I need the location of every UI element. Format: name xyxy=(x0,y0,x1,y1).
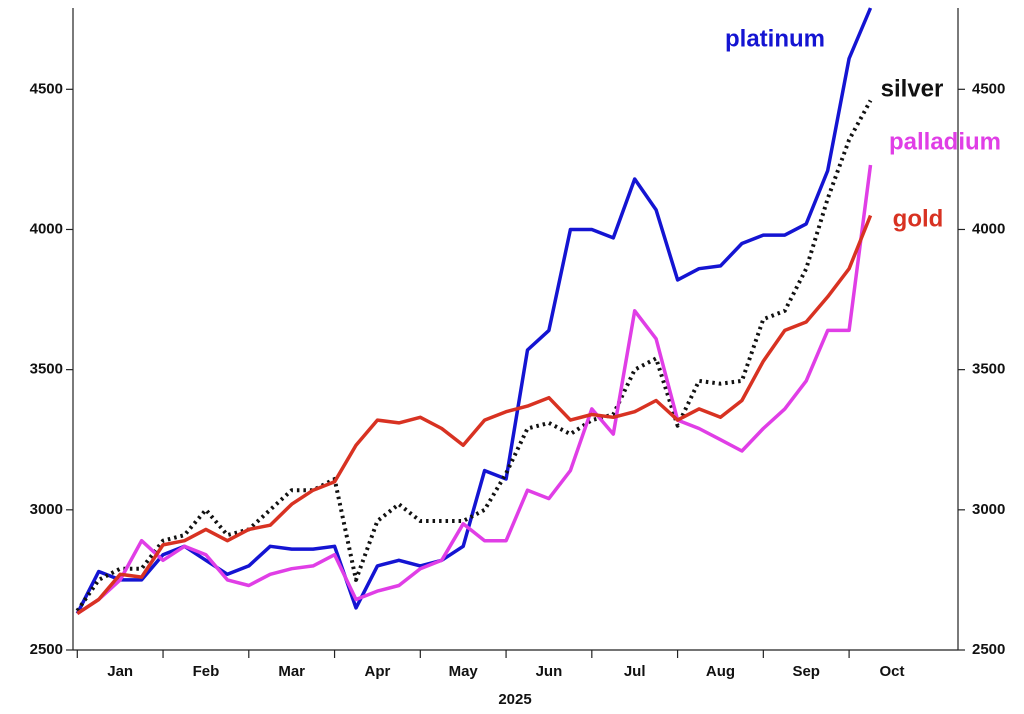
x-tick-label: Oct xyxy=(879,663,904,680)
x-tick-label: Feb xyxy=(193,663,220,680)
series-label: silver xyxy=(881,75,944,102)
x-tick-label: Jul xyxy=(624,663,646,680)
y2-tick-label: 3000 xyxy=(972,501,1005,518)
y-tick-label: 4000 xyxy=(30,220,63,237)
x-tick-label: Jun xyxy=(536,663,563,680)
y-tick-label: 4500 xyxy=(30,80,63,97)
x-tick-label: May xyxy=(449,663,479,680)
y-tick-label: 3000 xyxy=(30,501,63,518)
y2-tick-label: 2500 xyxy=(972,641,1005,658)
series-line xyxy=(75,7,873,615)
series-line xyxy=(75,99,873,612)
series-line xyxy=(76,214,873,616)
x-axis-label: 2025 xyxy=(498,691,531,708)
series-label: gold xyxy=(893,205,944,232)
y-tick-label: 3500 xyxy=(30,361,63,378)
y-tick-label: 2500 xyxy=(30,641,63,658)
series-label: platinum xyxy=(725,25,825,52)
y2-tick-label: 3500 xyxy=(972,361,1005,378)
x-tick-label: Apr xyxy=(365,663,391,680)
series-line xyxy=(76,164,873,616)
x-tick-label: Sep xyxy=(792,663,820,680)
y2-tick-label: 4000 xyxy=(972,220,1005,237)
x-tick-label: Jan xyxy=(107,663,133,680)
x-tick-label: Aug xyxy=(706,663,735,680)
x-tick-label: Mar xyxy=(278,663,305,680)
y2-tick-label: 4500 xyxy=(972,80,1005,97)
series-label: palladium xyxy=(889,128,1001,155)
